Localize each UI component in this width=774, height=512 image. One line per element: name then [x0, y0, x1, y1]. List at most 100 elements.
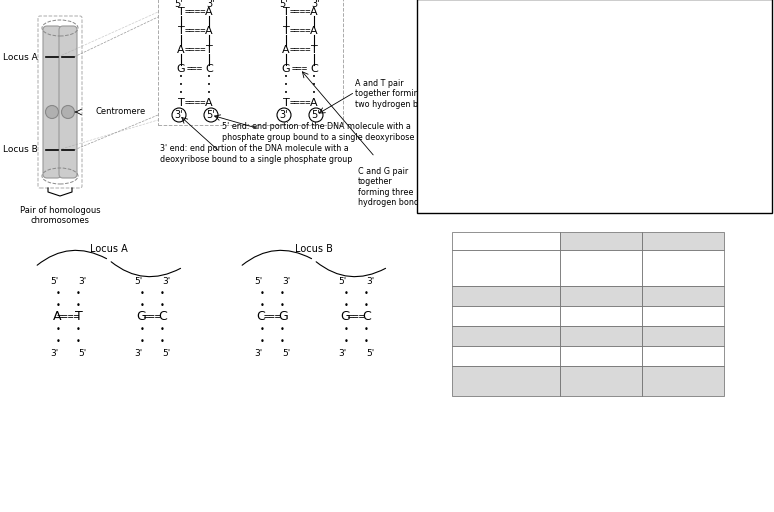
Text: (eg, the 5’ TTAG...T 3’ strand in the figure).: (eg, the 5’ TTAG...T 3’ strand in the fi…	[423, 49, 599, 58]
Text: •: •	[344, 301, 348, 309]
Text: •: •	[279, 336, 284, 346]
Text: •: •	[159, 325, 164, 333]
Text: AG: AG	[595, 331, 607, 340]
Text: Locus B: Locus B	[295, 244, 333, 254]
Text: •: •	[139, 301, 145, 309]
Text: •: •	[279, 301, 284, 309]
Text: •: •	[207, 90, 211, 96]
Text: 5': 5'	[207, 110, 215, 120]
FancyBboxPatch shape	[560, 250, 642, 286]
Text: •: •	[159, 301, 164, 309]
FancyBboxPatch shape	[642, 346, 724, 366]
Text: A and G: A and G	[584, 291, 618, 301]
FancyBboxPatch shape	[452, 232, 560, 250]
Text: Centromere: Centromere	[95, 108, 146, 117]
Text: •: •	[207, 74, 211, 80]
Text: 5': 5'	[338, 276, 346, 286]
Text: 3': 3'	[254, 349, 262, 357]
Text: A: A	[310, 98, 318, 108]
Text: T: T	[177, 98, 184, 108]
Text: •: •	[344, 325, 348, 333]
Text: 5': 5'	[366, 349, 374, 357]
Text: •: •	[179, 82, 183, 88]
Text: •: •	[279, 288, 284, 297]
Text: Locus A: Locus A	[3, 53, 38, 61]
Text: •: •	[284, 90, 288, 96]
Text: 3': 3'	[50, 349, 58, 357]
FancyBboxPatch shape	[642, 306, 724, 326]
Text: G: G	[278, 310, 288, 324]
Text: •: •	[179, 74, 183, 80]
Text: •: •	[139, 325, 145, 333]
FancyBboxPatch shape	[452, 286, 560, 306]
Text: ===: ===	[143, 312, 161, 322]
FancyBboxPatch shape	[452, 250, 560, 286]
FancyBboxPatch shape	[560, 366, 642, 396]
Text: Palindromic: Palindromic	[481, 373, 530, 382]
Text: T: T	[283, 7, 289, 17]
Text: •: •	[56, 336, 60, 346]
FancyBboxPatch shape	[642, 232, 724, 250]
Text: ====: ====	[289, 98, 310, 108]
Text: 3': 3'	[338, 349, 346, 357]
Text: GC: GC	[676, 352, 689, 360]
Text: ====: ====	[289, 8, 310, 16]
Text: ===: ===	[263, 312, 281, 322]
FancyBboxPatch shape	[452, 366, 560, 396]
Text: •: •	[56, 288, 60, 297]
Text: Locus A: Locus A	[90, 244, 128, 254]
Text: ====: ====	[184, 98, 206, 108]
Text: •: •	[179, 90, 183, 96]
Text: Alleles (3’ to 5’): Alleles (3’ to 5’)	[473, 311, 539, 321]
Text: 5': 5'	[50, 276, 58, 286]
Text: A: A	[205, 26, 213, 36]
Text: C: C	[363, 310, 372, 324]
FancyBboxPatch shape	[43, 26, 61, 178]
Text: Alleles (5’ to 3’): Alleles (5’ to 3’)	[473, 291, 539, 301]
Circle shape	[46, 105, 59, 118]
Text: > Alleles: variant forms that a locus may present.: > Alleles: variant forms that a locus ma…	[423, 28, 618, 37]
FancyBboxPatch shape	[452, 326, 560, 346]
Text: 3': 3'	[78, 276, 86, 286]
Text: Locus B: Locus B	[3, 145, 38, 155]
Text: A: A	[53, 310, 61, 324]
Text: •: •	[259, 325, 265, 333]
Text: G: G	[340, 310, 350, 324]
Text: ====: ====	[184, 46, 206, 54]
Text: locus B below) alleles are palindromic SNPs.: locus B below) alleles are palindromic S…	[423, 114, 603, 123]
Text: 3': 3'	[162, 276, 170, 286]
Text: •: •	[312, 74, 316, 80]
Text: ====: ====	[57, 312, 80, 322]
Text: 5': 5'	[162, 349, 170, 357]
Text: > Genetic variant: locus with more than one allele in a population.: > Genetic variant: locus with more than …	[423, 60, 684, 70]
FancyBboxPatch shape	[417, 0, 772, 213]
Text: A: A	[177, 45, 185, 55]
Text: Single nucleotide: Single nucleotide	[646, 260, 720, 269]
Text: G and C: G and C	[666, 311, 700, 321]
Text: •: •	[259, 336, 265, 346]
Text: T: T	[177, 26, 184, 36]
Text: > Palindromic SNP: SNPs whose alleles correspond to nucleotides that pair with: > Palindromic SNP: SNPs whose alleles co…	[423, 97, 735, 106]
Text: •: •	[76, 325, 80, 333]
Text: T: T	[177, 7, 184, 17]
Text: > Genotype: combination of alleles that an individual presents at a given locus.: > Genotype: combination of alleles that …	[423, 73, 737, 82]
Text: 3': 3'	[366, 276, 374, 286]
Text: •: •	[56, 325, 60, 333]
Text: C: C	[257, 310, 265, 324]
Text: Type of genetic: Type of genetic	[474, 260, 538, 269]
Text: •: •	[364, 288, 368, 297]
FancyBboxPatch shape	[642, 366, 724, 396]
Text: C: C	[310, 64, 318, 74]
Text: polymorphism: polymorphism	[571, 267, 631, 276]
Text: variant: variant	[491, 380, 521, 389]
Text: 5': 5'	[254, 276, 262, 286]
FancyBboxPatch shape	[642, 250, 724, 286]
Text: ====: ====	[184, 8, 206, 16]
FancyBboxPatch shape	[560, 346, 642, 366]
Text: G: G	[136, 310, 146, 324]
Text: •: •	[284, 82, 288, 88]
Text: A: A	[205, 7, 213, 17]
Text: TC: TC	[596, 352, 606, 360]
Text: C: C	[205, 64, 213, 74]
Text: •: •	[312, 90, 316, 96]
